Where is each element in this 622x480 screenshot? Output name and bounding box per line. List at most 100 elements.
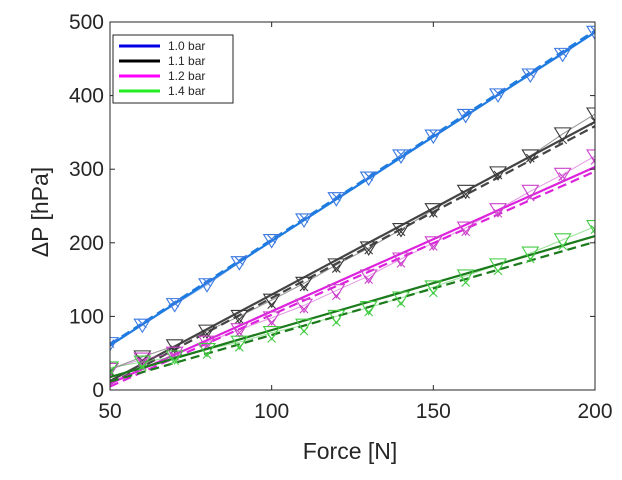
series-1-cross-5: [234, 256, 244, 266]
series-2-cross-6: [267, 300, 277, 310]
series-1-marker-5: [230, 256, 249, 271]
series-1-marker-3: [165, 298, 184, 313]
y-tick-label-3: 200: [69, 232, 104, 255]
legend-label-4: 1.4 bar: [168, 84, 205, 98]
series-3-cross-11: [428, 242, 438, 251]
series-3-marker-14: [521, 184, 540, 200]
series-3-marker-8: [327, 284, 346, 299]
series-3-cross-6: [267, 317, 277, 327]
series-4-marker-15: [553, 233, 572, 248]
series-4-cross-8: [331, 317, 341, 327]
series-2-marker-5: [230, 309, 249, 325]
series-2-marker-2: [133, 350, 152, 365]
x-tick-label-3: 150: [416, 400, 451, 423]
series-2-cross-12: [461, 189, 471, 199]
series-2-cross-11: [428, 208, 438, 218]
series-4-marker-16: [586, 220, 595, 235]
series-2-cross-4: [202, 329, 212, 339]
series-1-cross-16: [590, 26, 595, 36]
series-1-cross-3: [170, 298, 180, 308]
series-4-fit-dashed: [110, 240, 595, 383]
series-1-marker-8: [327, 192, 346, 207]
x-tick-label-4: 200: [577, 400, 612, 423]
series-4-marker-10: [392, 291, 410, 307]
series-1-cross-8: [331, 192, 341, 202]
series-4-marker-7: [295, 318, 313, 334]
series-2-marker-4: [198, 324, 216, 340]
series-2-cross-15: [558, 135, 568, 145]
series-2-marker-9: [359, 241, 378, 257]
series-4-cross-9: [364, 307, 374, 317]
series-3-marker-2: [133, 352, 152, 368]
series-4-marker-12: [456, 269, 475, 284]
series-2-cross-10: [396, 227, 406, 237]
series-1-cross-7: [299, 214, 309, 223]
series-2-marker-14: [521, 149, 540, 165]
x-axis-label: Force [N]: [303, 438, 398, 464]
series-1-marker-6: [262, 234, 281, 249]
series-2-data-line: [110, 113, 595, 370]
series-3-marker-15: [553, 167, 572, 183]
legend-label-3: 1.2 bar: [168, 69, 205, 83]
series-4-marker-5: [230, 335, 249, 351]
series-2-cross-5: [234, 314, 244, 324]
series-4-cross-3: [170, 356, 180, 365]
series-3-marker-12: [456, 221, 475, 237]
series-1-cross-15: [558, 48, 568, 58]
y-tick-label-2: 100: [69, 305, 104, 328]
series-2-marker-3: [165, 339, 184, 354]
series-1-cross-13: [493, 89, 503, 98]
series-3-marker-5: [230, 323, 249, 338]
series-2-marker-16: [586, 107, 595, 123]
series-4-cross-13: [493, 266, 503, 276]
series-2-marker-11: [424, 203, 443, 218]
series-3-cross-12: [461, 227, 471, 237]
series-2-cross-16: [590, 116, 595, 126]
legend-label-2: 1.1 bar: [168, 54, 205, 68]
legend-label-1: 1.0 bar: [168, 39, 205, 53]
series-1-marker-15: [553, 47, 572, 63]
series-4-marker-3: [165, 350, 184, 365]
series-2-cross-14: [525, 153, 535, 163]
series-2-marker-10: [392, 223, 410, 238]
series-1-marker-1: [110, 337, 119, 352]
axes-box: [109, 21, 596, 391]
series-1-marker-12: [456, 108, 475, 124]
series-4-cross-11: [428, 288, 438, 298]
series-4-marker-4: [198, 342, 216, 358]
series-3-cross-13: [493, 208, 503, 218]
series-4-marker-13: [489, 258, 507, 273]
series-1-cross-2: [137, 319, 147, 329]
series-1-marker-16: [586, 25, 595, 41]
series-2-cross-9: [364, 245, 374, 255]
series-4-marker-11: [424, 280, 443, 296]
series-4-cross-1: [110, 366, 115, 376]
plot-content: [110, 25, 595, 388]
series-3-fit-solid: [110, 165, 595, 385]
series-3-marker-7: [295, 298, 313, 314]
series-3-fit-dashed: [110, 170, 595, 388]
series-3-marker-13: [489, 203, 507, 218]
series-2-fit-solid: [110, 120, 595, 383]
series-1-marker-11: [424, 129, 443, 145]
series-1-marker-10: [392, 149, 410, 165]
x-tick-label-2: 100: [254, 400, 289, 423]
series-4-cross-16: [590, 225, 595, 234]
series-4-cross-4: [202, 350, 212, 360]
series-1-cross-9: [364, 172, 374, 181]
series-3-cross-14: [525, 192, 535, 202]
series-2-marker-13: [489, 166, 507, 181]
y-tick-label-6: 500: [69, 11, 104, 34]
series-3-marker-9: [359, 269, 378, 284]
series-4-cross-12: [461, 278, 471, 287]
series-2-cross-8: [331, 264, 341, 273]
series-2-marker-8: [327, 258, 346, 273]
series-1-cross-12: [461, 108, 471, 118]
series-1-marker-2: [133, 318, 152, 334]
series-1-fit-solid: [110, 31, 595, 347]
series-1-cross-4: [202, 278, 212, 287]
y-axis-label: ΔP [hPa]: [27, 167, 53, 257]
series-3-cross-7: [299, 304, 309, 314]
y-tick-label-4: 300: [69, 158, 104, 181]
